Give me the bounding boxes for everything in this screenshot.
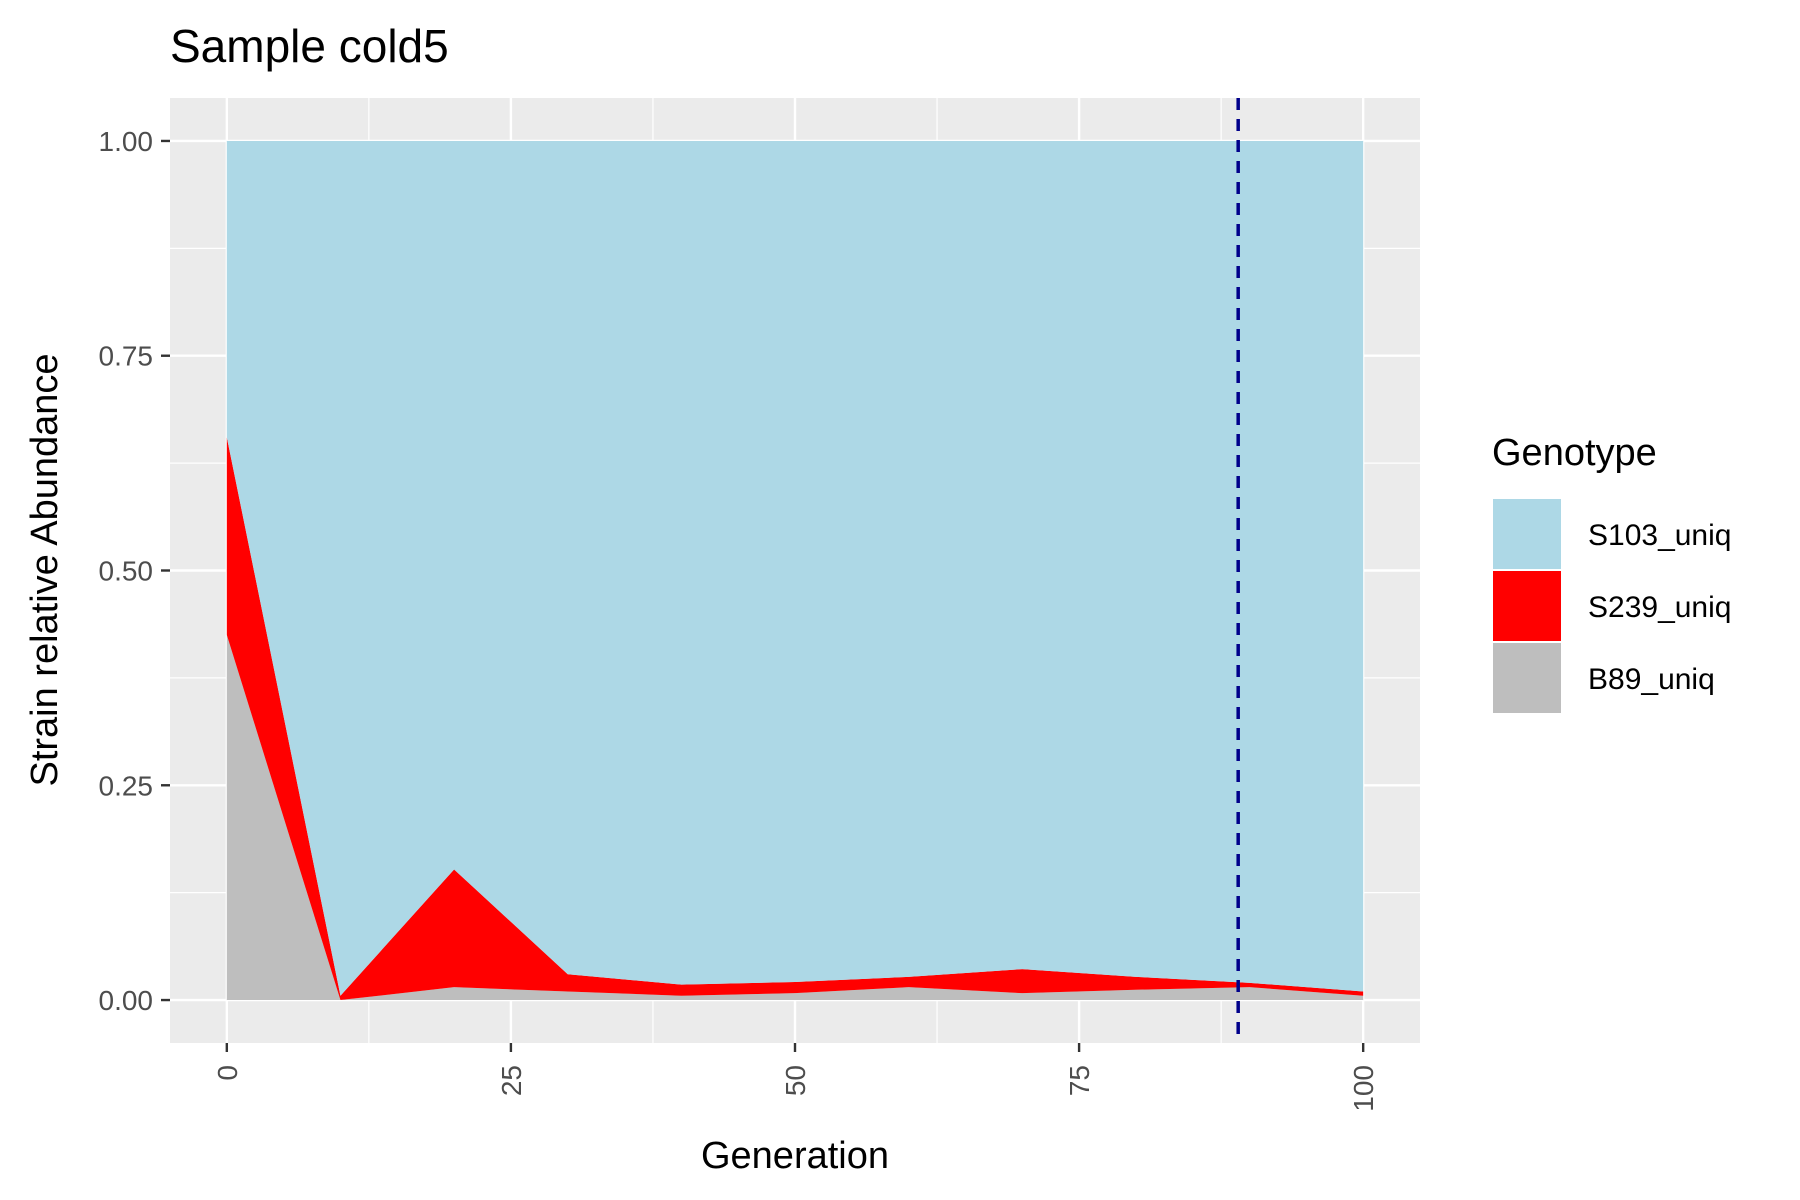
legend-key-b89-uniq [1491,641,1563,715]
legend-title: Genotype [1492,432,1657,474]
y-axis: 0.00 0.25 0.50 0.75 1.00 [99,126,170,1016]
x-tick-label: 100 [1348,1065,1379,1112]
y-tick-label: 0.75 [99,341,154,372]
x-axis: 0 25 50 75 100 [212,1043,1379,1112]
legend-key-s239-uniq [1491,569,1563,643]
legend: Genotype S103_uniq S239_uniq B89_uniq [1491,432,1731,715]
stacked-areas [226,140,1364,1001]
legend-key-s103-uniq [1491,497,1563,571]
area-s103-uniq [226,140,1364,996]
y-axis-title: Strain relative Abundance [24,353,66,786]
x-axis-title: Generation [701,1135,889,1177]
y-tick-label: 1.00 [99,126,154,157]
x-tick-label: 50 [780,1065,811,1096]
x-tick-label: 25 [496,1065,527,1096]
legend-label: B89_uniq [1588,663,1715,696]
y-tick-label: 0.25 [99,770,154,801]
x-tick-label: 0 [212,1065,243,1081]
chart-title: Sample cold5 [170,20,449,72]
y-tick-label: 0.00 [99,985,154,1016]
x-tick-label: 75 [1064,1065,1095,1096]
y-tick-label: 0.50 [99,556,154,587]
legend-label: S103_uniq [1588,519,1731,552]
legend-label: S239_uniq [1588,591,1731,624]
